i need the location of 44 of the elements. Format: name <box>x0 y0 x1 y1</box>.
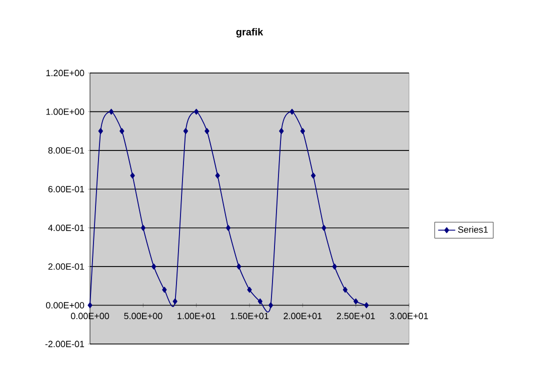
x-tick-label: 1.50E+01 <box>230 312 268 320</box>
chart-title: grafik <box>236 28 264 38</box>
point <box>172 298 178 304</box>
y-tick-label: 1.00E+00 <box>46 108 84 115</box>
point <box>342 286 348 293</box>
point <box>236 264 242 270</box>
point <box>194 108 199 115</box>
point <box>310 172 316 179</box>
point <box>290 108 294 115</box>
point <box>140 224 146 231</box>
point <box>226 224 231 231</box>
point <box>300 128 305 134</box>
x-tick-label: 0.00E+00 <box>70 312 110 320</box>
y-tick-label: -2.00E-01 <box>45 340 84 348</box>
point <box>151 264 156 270</box>
x-tick-label: 2.50E+01 <box>336 312 375 320</box>
point <box>120 128 124 134</box>
x-tick-label: 2.00E+01 <box>284 312 322 320</box>
point <box>354 298 358 304</box>
point <box>215 172 220 179</box>
point <box>268 302 274 308</box>
y-tick-label: 2.00E-01 <box>48 263 84 270</box>
point <box>183 128 188 134</box>
y-tick-label: 1.20E+00 <box>46 70 84 76</box>
point <box>258 298 262 304</box>
y-tick-label: 4.00E-01 <box>48 224 84 232</box>
point <box>364 302 369 308</box>
point <box>322 224 326 231</box>
point <box>130 172 135 179</box>
x-tick-label: 3.00E+01 <box>390 312 428 320</box>
y-tick-label: 8.00E-01 <box>48 147 84 154</box>
y-tick-label: 6.00E-01 <box>48 186 84 192</box>
point <box>332 264 337 270</box>
point <box>98 128 103 134</box>
y-tick-label: 0.00E+00 <box>46 302 84 308</box>
point <box>162 286 167 293</box>
point <box>247 286 252 293</box>
x-tick-label: 5.00E+00 <box>124 312 162 320</box>
legend-label: Series1 <box>458 226 488 233</box>
point <box>279 128 284 134</box>
point <box>88 302 92 308</box>
point <box>204 128 210 134</box>
point <box>108 108 114 115</box>
x-tick-label: 1.00E+01 <box>178 312 216 320</box>
